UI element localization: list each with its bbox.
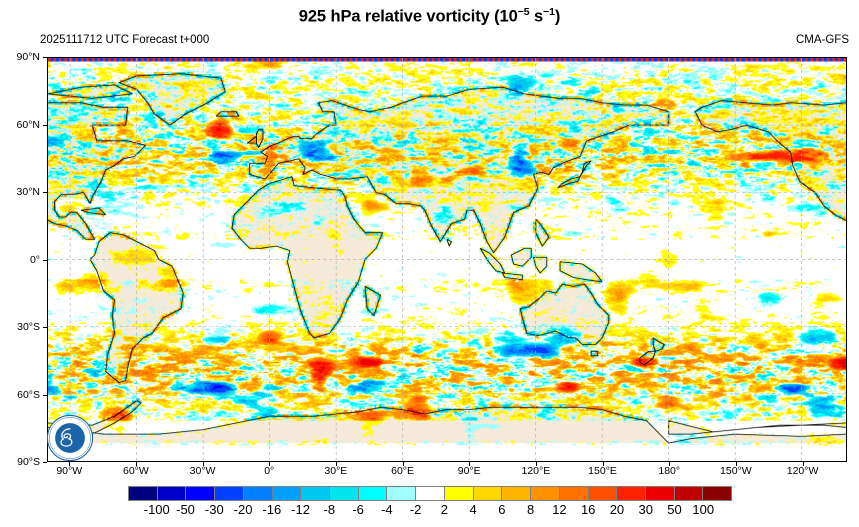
x-tick-mark — [669, 462, 671, 466]
y-tick-mark — [43, 57, 47, 59]
colorbar: -100 -50 -30 -20 -16 -12 -8 -6 -4 -2 2 4 6 8 12 16 20 30 5… — [128, 486, 732, 517]
colorbar-cell — [157, 487, 187, 500]
y-tick-mark — [43, 124, 47, 126]
colorbar-tick-label: 16 — [580, 502, 596, 517]
y-axis-tick-label: 30°S — [17, 321, 40, 333]
x-axis-tick-label: 150°W — [720, 465, 752, 477]
x-tick-mark — [69, 462, 71, 466]
colorbar-cell — [301, 487, 331, 500]
colorbar-cell — [559, 487, 589, 500]
model-label: CMA-GFS — [795, 34, 849, 46]
colorbar-tick-label: -12 — [291, 502, 310, 517]
colorbar-tick-label: 2 — [440, 502, 448, 517]
colorbar-cell — [129, 487, 158, 500]
colorbar-cell — [502, 487, 532, 500]
x-axis-tick-label: 120°E — [521, 465, 551, 477]
y-tick-mark — [43, 192, 47, 194]
x-tick-mark — [802, 462, 804, 466]
colorbar-cell — [243, 487, 273, 500]
title-main: 925 hPa relative vorticity (10 — [298, 7, 518, 26]
y-axis-tick-label: 30°N — [16, 186, 40, 198]
x-axis-tick-label: 60°W — [122, 465, 149, 477]
colorbar-tick-label: -8 — [323, 502, 336, 517]
colorbar-cell — [703, 487, 732, 500]
colorbar-tick-label: -20 — [233, 502, 253, 517]
colorbar-tick-label: -6 — [352, 502, 364, 517]
x-axis-tick-label: 90°W — [56, 465, 83, 477]
x-axis-tick-label: 30°W — [189, 465, 216, 477]
x-axis-tick-label: 90°E — [457, 465, 481, 477]
title-exponent-1: −5 — [517, 6, 530, 18]
colorbar-cell — [272, 487, 302, 500]
colorbar-cell — [330, 487, 359, 500]
colorbar-tick-label: 12 — [552, 502, 567, 517]
colorbar-cell — [387, 487, 417, 500]
x-axis-tick-label: 120°W — [786, 465, 819, 477]
x-tick-mark — [202, 462, 204, 466]
colorbar-tick-label: -2 — [409, 502, 422, 517]
colorbar-tick-label: 8 — [527, 502, 535, 517]
x-tick-mark — [735, 462, 738, 466]
x-tick-mark — [269, 462, 271, 466]
colorbar-tick-label: 20 — [609, 502, 625, 517]
x-axis-tick-label: 60°E — [391, 465, 414, 477]
colorbar-tick-label: -50 — [176, 502, 195, 517]
colorbar-tick-label: -16 — [262, 502, 282, 517]
x-tick-mark — [535, 462, 538, 466]
vorticity-heatmap — [48, 58, 846, 461]
colorbar-cell — [358, 487, 388, 500]
y-axis-tick-label: 60°S — [17, 388, 40, 401]
x-tick-mark — [402, 462, 404, 466]
colorbar-cell — [531, 487, 560, 500]
y-tick-mark — [43, 394, 47, 396]
colorbar-tick-label: -4 — [381, 502, 393, 517]
colorbar-tick-label: 6 — [498, 502, 506, 517]
colorbar-tick-label: -100 — [143, 502, 170, 517]
china-meteorological-administration-logo — [46, 414, 94, 462]
x-axis-tick-label: 30°E — [324, 465, 348, 477]
y-axis-tick-label: 90°N — [16, 51, 40, 63]
colorbar-tick-labels: -100 -50 -30 -20 -16 -12 -8 -6 -4 -2 2 4 6 8 12 16 20 30 5… — [128, 502, 732, 520]
y-tick-mark — [43, 327, 47, 329]
colorbar-cell — [215, 487, 244, 500]
x-axis-tick-label: 0° — [264, 465, 275, 477]
colorbar-tick-label: 100 — [692, 502, 715, 517]
title-mid: s — [529, 7, 544, 26]
y-tick-mark — [43, 259, 47, 261]
y-axis-tick-label: 60°N — [16, 118, 40, 131]
colorbar-cell — [186, 487, 216, 500]
x-axis-tick-label: 180° — [658, 465, 681, 477]
x-tick-mark — [135, 462, 138, 466]
map-plot-area — [47, 57, 847, 462]
x-tick-mark — [602, 462, 604, 466]
colorbar-cell — [617, 487, 646, 500]
y-axis-tick-label: 0° — [29, 253, 40, 266]
page-title: 925 hPa relative vorticity (10−5 s−1) — [0, 6, 859, 27]
x-tick-mark — [335, 462, 338, 466]
colorbar-tick-label: 4 — [469, 502, 477, 517]
colorbar-tick-label: -30 — [204, 502, 224, 517]
colorbar-swatches — [128, 486, 732, 501]
run-info-label: 2025111712 UTC Forecast t+000 — [40, 34, 210, 46]
colorbar-cell — [588, 487, 618, 500]
colorbar-cell — [645, 487, 675, 500]
colorbar-tick-label: 30 — [638, 502, 653, 517]
title-end: ) — [554, 7, 561, 26]
colorbar-cell — [473, 487, 503, 500]
colorbar-cell — [444, 487, 474, 500]
colorbar-tick-label: 50 — [667, 502, 682, 517]
x-axis-tick-label: 150°E — [588, 465, 617, 477]
colorbar-cell — [416, 487, 445, 500]
title-exponent-2: −1 — [543, 6, 555, 18]
x-tick-mark — [469, 462, 471, 466]
y-axis-tick-label: 90°S — [17, 456, 40, 468]
y-tick-mark — [43, 462, 47, 464]
colorbar-cell — [674, 487, 704, 500]
